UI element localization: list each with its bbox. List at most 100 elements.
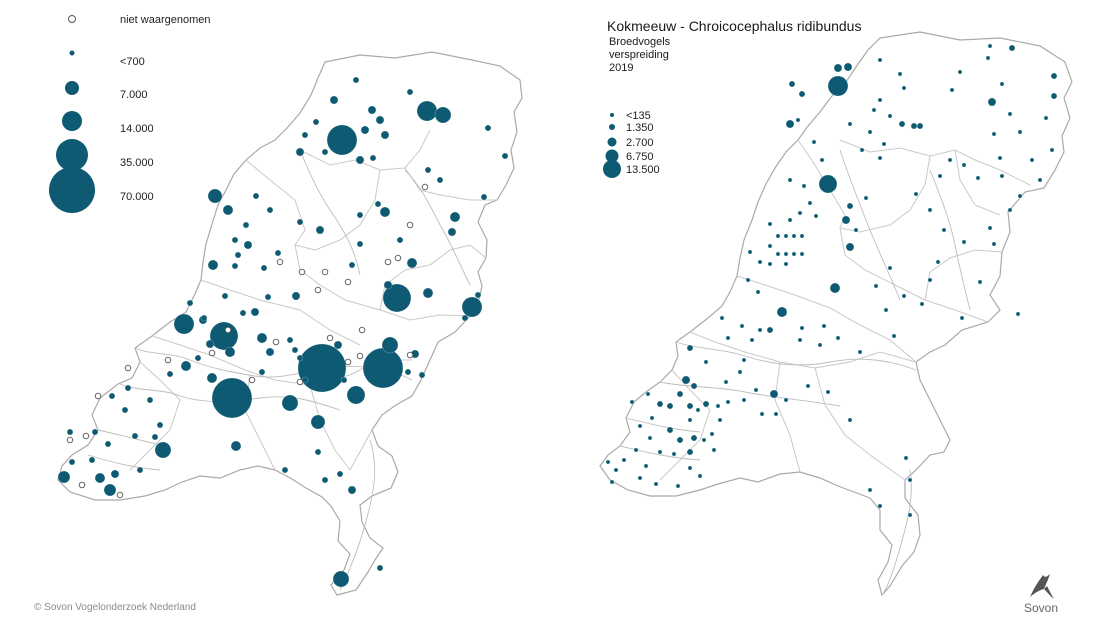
left-map-marker (424, 166, 432, 174)
left-map-marker (434, 106, 452, 124)
right-map-marker (695, 407, 701, 413)
right-map-marker (1015, 311, 1021, 317)
right-map-marker (881, 141, 887, 147)
right-map-marker (1050, 92, 1058, 100)
left-map-marker (224, 346, 236, 358)
right-map-marker (783, 397, 789, 403)
right-legend-label-3: 6.750 (626, 151, 654, 163)
left-map-marker-not-observed (124, 364, 132, 372)
right-legend-symbol-13500 (603, 160, 621, 178)
left-map-marker (346, 385, 366, 405)
left-map-marker-not-observed (298, 268, 306, 276)
right-map-marker (935, 259, 941, 265)
right-map-marker (767, 221, 773, 227)
right-map-marker (961, 162, 967, 168)
right-map-marker (725, 399, 731, 405)
right-map-marker (690, 382, 698, 390)
right-map-marker (901, 293, 907, 299)
right-map-marker (671, 451, 677, 457)
left-map-marker (151, 433, 159, 441)
left-map-marker (186, 299, 194, 307)
left-map-marker-not-observed (272, 338, 280, 346)
right-map-marker (637, 475, 643, 481)
left-map-marker (230, 440, 242, 452)
right-map-marker (871, 107, 877, 113)
left-map-marker-not-observed (164, 356, 172, 364)
left-map-marker-not-observed (358, 326, 366, 334)
right-map-marker (605, 459, 611, 465)
right-map-marker (687, 417, 693, 423)
left-map-marker (209, 321, 239, 351)
right-map-marker (961, 239, 967, 245)
left-map-marker (362, 347, 404, 389)
right-map-marker (1008, 44, 1016, 52)
right-legend: <135 1.350 2.700 6.750 13.500 (603, 110, 660, 178)
right-map-marker (877, 57, 883, 63)
left-map-marker (173, 313, 195, 335)
right-map-marker (898, 120, 906, 128)
right-map-marker (999, 81, 1005, 87)
right-map-marker (775, 251, 781, 257)
left-map-marker-not-observed (326, 334, 334, 342)
sovon-logo-text: Sovon (1024, 601, 1058, 615)
left-map-marker-not-observed (406, 221, 414, 229)
left-map-marker (418, 371, 426, 379)
right-map-marker (843, 62, 853, 72)
right-map-marker (975, 175, 981, 181)
left-map-marker (286, 336, 294, 344)
left-map-marker (231, 236, 239, 244)
left-map-marker (291, 291, 301, 301)
right-map-marker (702, 400, 710, 408)
left-map-marker (404, 368, 412, 376)
left-map-marker (360, 125, 370, 135)
right-map-marker (913, 191, 919, 197)
right-map-country-outline (599, 31, 1073, 597)
left-map-marker (310, 414, 326, 430)
right-map-marker (947, 157, 953, 163)
left-legend-label-2: 7.000 (120, 89, 148, 101)
right-map-marker (987, 225, 993, 231)
left-map-marker (336, 470, 344, 478)
right-map-marker (741, 357, 747, 363)
right-map-marker (807, 200, 813, 206)
right-map-marker (769, 389, 779, 399)
left-map-marker (207, 188, 223, 204)
left-map-marker-not-observed (116, 491, 124, 499)
left-map-marker (484, 124, 492, 132)
right-map-marker (1007, 111, 1013, 117)
left-map-marker-not-observed (224, 326, 232, 334)
legend-symbol-14000 (62, 111, 82, 131)
left-map-marker-not-observed (82, 432, 90, 440)
left-map-marker (296, 354, 304, 362)
left-map-marker-not-observed (208, 349, 216, 357)
left-map-marker (406, 88, 414, 96)
right-map-marker (959, 315, 965, 321)
right-map-marker (719, 315, 725, 321)
right-map-marker (621, 457, 627, 463)
legend-symbol-lt700 (69, 50, 75, 56)
left-map-marker (239, 309, 247, 317)
right-legend-symbol-6750 (605, 149, 619, 163)
left-map-marker (200, 314, 208, 322)
right-map-marker (653, 481, 659, 487)
left-map-marker (449, 211, 461, 223)
left-map-marker (274, 249, 282, 257)
right-map-marker (1037, 177, 1043, 183)
right-map-marker (686, 448, 694, 456)
right-map-marker (825, 389, 831, 395)
left-map-marker (422, 287, 434, 299)
left-map-marker (379, 206, 391, 218)
right-map-marker (715, 403, 721, 409)
left-map-marker (380, 130, 390, 140)
right-legend-label-0: <135 (626, 110, 651, 122)
left-map (57, 51, 523, 596)
left-map-marker (356, 240, 364, 248)
left-map-marker (68, 458, 76, 466)
right-map-marker (927, 277, 933, 283)
right-map-marker (775, 233, 781, 239)
left-map-marker (66, 428, 74, 436)
right-map-marker (1049, 147, 1055, 153)
right-map-marker (987, 97, 997, 107)
left-map-marker (91, 428, 99, 436)
